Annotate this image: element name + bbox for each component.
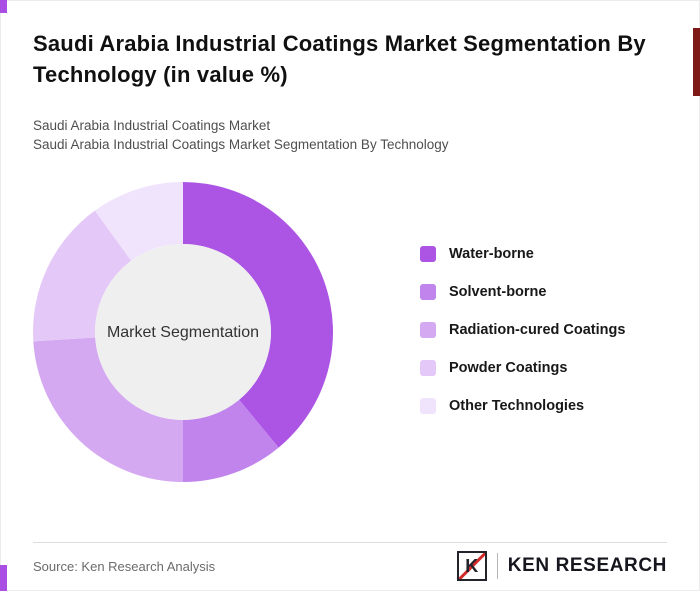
chart-subtitles: Saudi Arabia Industrial Coatings Market …: [33, 116, 449, 154]
donut-segment-other-technologies: [94, 182, 183, 261]
donut-segment-solvent-borne: [183, 399, 279, 482]
accent-bar-right: [693, 28, 700, 96]
ken-research-monogram: K: [456, 551, 487, 581]
legend-item-water-borne: Water-borne: [420, 246, 625, 262]
donut-svg: Market Segmentation: [33, 182, 333, 482]
legend-label: Powder Coatings: [449, 360, 568, 376]
legend-item-radiation-cured-coatings: Radiation-cured Coatings: [420, 322, 625, 338]
subtitle-line-1: Saudi Arabia Industrial Coatings Market: [33, 118, 271, 133]
donut-segment-radiation-cured-coatings: [33, 337, 183, 482]
subtitle-line-2: Saudi Arabia Industrial Coatings Market …: [33, 137, 449, 152]
accent-bar-bottom-left: [0, 565, 7, 591]
legend-item-powder-coatings: Powder Coatings: [420, 360, 625, 376]
legend-item-solvent-borne: Solvent-borne: [420, 284, 625, 300]
donut-segment-water-borne: [183, 182, 333, 448]
legend: Water-borne Solvent-borne Radiation-cured …: [420, 246, 625, 414]
accent-bar-top-left: [0, 0, 7, 13]
legend-label: Solvent-borne: [449, 284, 547, 300]
logo-text: KEN RESEARCH: [507, 555, 667, 576]
footer-divider: [33, 542, 667, 543]
donut-segment-powder-coatings: [33, 210, 132, 342]
legend-label: Water-borne: [449, 246, 534, 262]
page-title: Saudi Arabia Industrial Coatings Market …: [33, 31, 646, 87]
source-text: Source: Ken Research Analysis: [33, 559, 216, 574]
donut-chart: Market Segmentation: [33, 182, 333, 482]
legend-swatch: [420, 398, 436, 414]
legend-swatch: [420, 246, 436, 262]
logo-k-letter: K: [465, 556, 479, 576]
legend-swatch: [420, 284, 436, 300]
ken-research-logo: K KEN RESEARCH: [456, 548, 667, 584]
legend-label: Radiation-cured Coatings: [449, 322, 626, 338]
legend-label: Other Technologies: [449, 398, 585, 414]
legend-swatch: [420, 360, 436, 376]
legend-item-other-technologies: Other Technologies: [420, 398, 625, 414]
donut-center-label: Market Segmentation: [107, 324, 259, 341]
legend-swatch: [420, 322, 436, 338]
logo-separator: [496, 553, 498, 579]
donut-center-circle: [95, 244, 271, 420]
